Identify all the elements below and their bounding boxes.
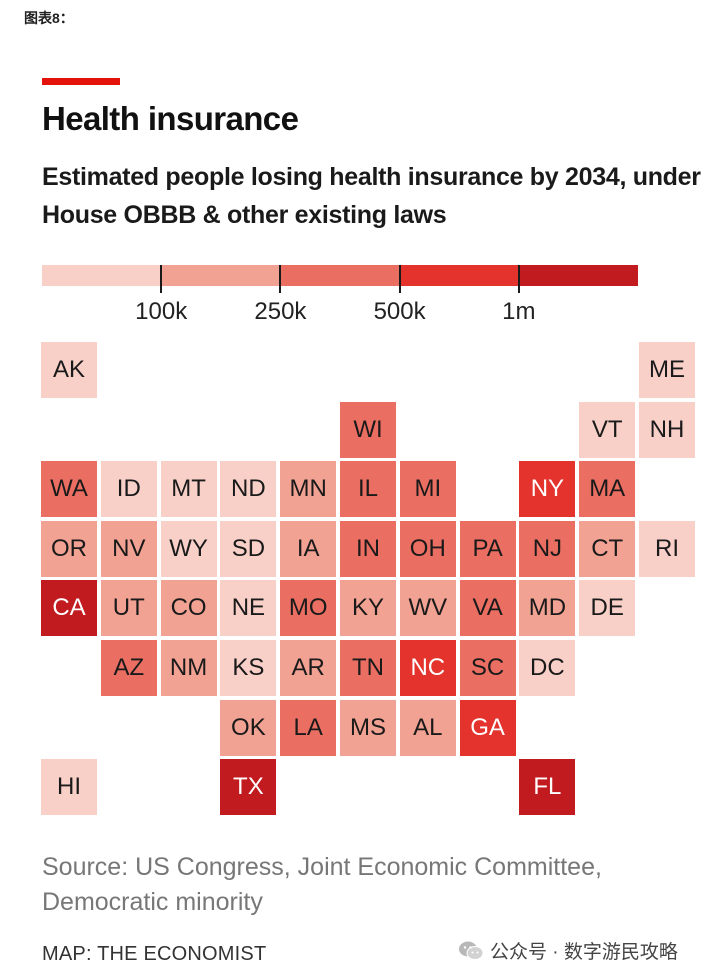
state-tile-wy: WY bbox=[160, 520, 217, 577]
state-tile-ny: NY bbox=[519, 461, 576, 518]
legend-tick bbox=[517, 265, 520, 293]
state-tile-in: IN bbox=[340, 520, 396, 577]
state-tile-co: CO bbox=[160, 580, 217, 637]
state-tile-nv: NV bbox=[100, 520, 157, 577]
legend-tick bbox=[398, 265, 401, 293]
legend-tick-label: 250k bbox=[254, 298, 307, 325]
legend-tick bbox=[160, 265, 163, 293]
state-tile-ok: OK bbox=[220, 699, 277, 756]
state-tile-nj: NJ bbox=[519, 520, 576, 577]
state-tile-mi: MI bbox=[399, 461, 456, 518]
state-tile-nd: ND bbox=[220, 461, 277, 518]
wechat-label: 公众号 · 数字游民攻略 bbox=[490, 942, 678, 963]
wechat-watermark: 公众号 · 数字游民攻略 bbox=[458, 937, 678, 964]
state-tile-nc: NC bbox=[399, 640, 456, 696]
state-tile-al: AL bbox=[399, 699, 456, 756]
state-tile-de: DE bbox=[579, 580, 636, 637]
state-tile-ne: NE bbox=[220, 580, 277, 637]
state-tile-ca: CA bbox=[41, 580, 97, 637]
accent-bar bbox=[42, 78, 120, 85]
state-tile-tn: TN bbox=[340, 640, 396, 696]
state-tile-sc: SC bbox=[459, 640, 516, 696]
state-tile-ri: RI bbox=[639, 520, 695, 577]
state-tile-md: MD bbox=[519, 580, 576, 637]
state-tile-ms: MS bbox=[340, 699, 396, 756]
map-credit: MAP: THE ECONOMIST bbox=[42, 943, 267, 965]
state-tile-oh: OH bbox=[399, 520, 456, 577]
state-tile-pa: PA bbox=[459, 520, 516, 577]
state-tile-ga: GA bbox=[459, 699, 516, 756]
state-tile-fl: FL bbox=[519, 759, 576, 816]
state-tile-la: LA bbox=[280, 699, 337, 756]
wechat-icon bbox=[459, 941, 484, 960]
state-tile-va: VA bbox=[459, 580, 516, 637]
state-tile-ky: KY bbox=[340, 580, 396, 637]
legend-tick-label: 100k bbox=[135, 298, 188, 325]
state-tile-sd: SD bbox=[220, 520, 277, 577]
color-legend bbox=[42, 265, 639, 293]
state-tile-hi: HI bbox=[41, 759, 97, 816]
state-tile-id: ID bbox=[100, 461, 157, 518]
state-tile-me: ME bbox=[639, 342, 695, 398]
state-tile-tx: TX bbox=[220, 759, 277, 816]
figure-label: 图表8： bbox=[24, 10, 74, 26]
state-tile-ma: MA bbox=[579, 461, 636, 518]
legend-swatch bbox=[518, 265, 639, 286]
chart-subtitle: Estimated people losing health insurance… bbox=[42, 163, 701, 229]
state-tile-ut: UT bbox=[100, 580, 157, 637]
state-tile-ak: AK bbox=[41, 342, 97, 398]
state-tile-mt: MT bbox=[160, 461, 217, 518]
state-tile-wa: WA bbox=[41, 461, 97, 518]
state-tile-wv: WV bbox=[399, 580, 456, 637]
state-tile-ks: KS bbox=[220, 640, 277, 696]
state-tile-ia: IA bbox=[280, 520, 337, 577]
state-tile-az: AZ bbox=[100, 640, 157, 696]
legend-swatch bbox=[161, 265, 281, 286]
source-note: Source: US Congress, Joint Economic Comm… bbox=[42, 853, 602, 916]
state-tile-il: IL bbox=[340, 461, 396, 518]
state-tile-ar: AR bbox=[280, 640, 337, 696]
state-tile-or: OR bbox=[41, 520, 97, 577]
legend-tick-label: 500k bbox=[373, 298, 426, 325]
state-tile-nm: NM bbox=[160, 640, 217, 696]
legend-tick bbox=[279, 265, 282, 293]
tile-map: AK ME WI VT NH WA ID MT ND MN IL MI NY MA OR NV WY SD IA IN… bbox=[41, 342, 695, 816]
chart-title: Health insurance bbox=[42, 100, 299, 137]
legend-swatch bbox=[399, 265, 520, 286]
state-tile-mo: MO bbox=[280, 580, 337, 637]
legend-swatch bbox=[280, 265, 401, 286]
state-tile-wi: WI bbox=[340, 401, 396, 458]
state-tile-mn: MN bbox=[280, 461, 337, 518]
state-tile-nh: NH bbox=[639, 401, 695, 458]
state-tile-ct: CT bbox=[579, 520, 636, 577]
legend-swatch bbox=[42, 265, 162, 286]
legend-tick-label: 1m bbox=[502, 298, 536, 325]
state-tile-vt: VT bbox=[579, 401, 636, 458]
state-tile-dc: DC bbox=[519, 640, 576, 696]
